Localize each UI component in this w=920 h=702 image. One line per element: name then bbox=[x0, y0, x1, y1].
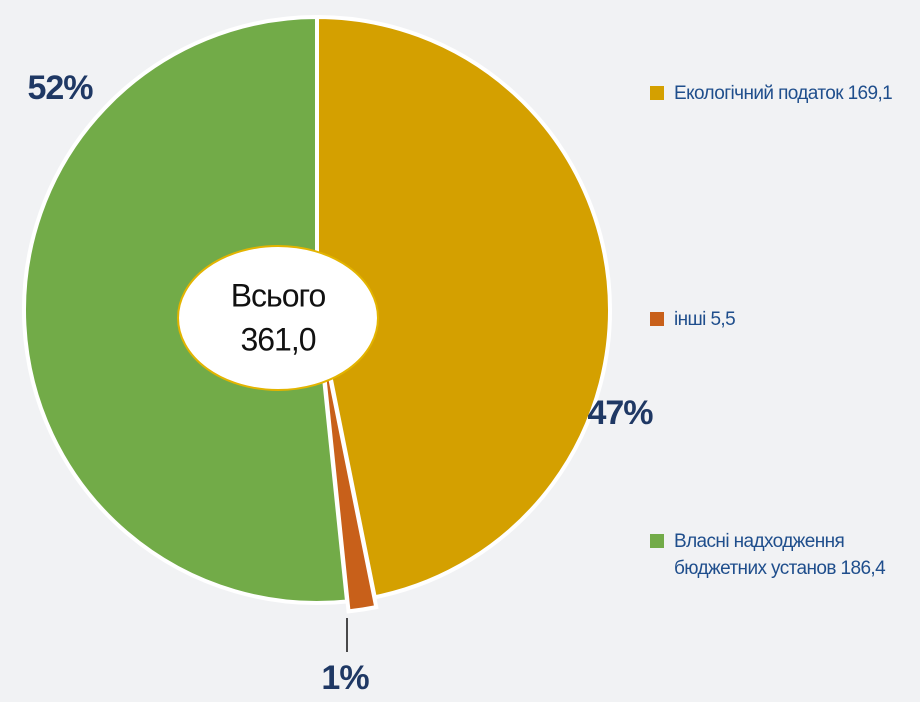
pie-slice bbox=[315, 14, 612, 600]
legend-item: Екологічний податок 169,1 bbox=[650, 80, 912, 107]
legend-swatch bbox=[650, 534, 664, 548]
legend-text: Екологічний податок 169,1 bbox=[674, 80, 912, 107]
pie-slice bbox=[316, 319, 379, 614]
legend-label: інші bbox=[674, 309, 706, 330]
legend-value: 169,1 bbox=[847, 83, 893, 104]
center-label: Всього bbox=[231, 277, 326, 313]
legend-text: інші 5,5 bbox=[674, 306, 912, 333]
legend-item: інші 5,5 bbox=[650, 306, 912, 333]
total-label: 361,0 bbox=[240, 321, 315, 357]
legend-label: Екологічний податок bbox=[674, 83, 844, 104]
percent-label: 47% bbox=[587, 394, 653, 432]
legend-swatch bbox=[650, 312, 664, 326]
legend-value: 186,4 bbox=[840, 558, 886, 579]
center-ellipse bbox=[177, 245, 379, 391]
legend-swatch bbox=[650, 86, 664, 100]
legend-value: 5,5 bbox=[710, 309, 736, 330]
percent-label: 52% bbox=[27, 69, 93, 107]
legend-label: Власні надходження бюджетних установ bbox=[674, 531, 845, 579]
percent-label: 1% bbox=[321, 659, 369, 697]
legend-text: Власні надходження бюджетних установ 186… bbox=[674, 528, 912, 582]
legend-item: Власні надходження бюджетних установ 186… bbox=[650, 528, 912, 582]
